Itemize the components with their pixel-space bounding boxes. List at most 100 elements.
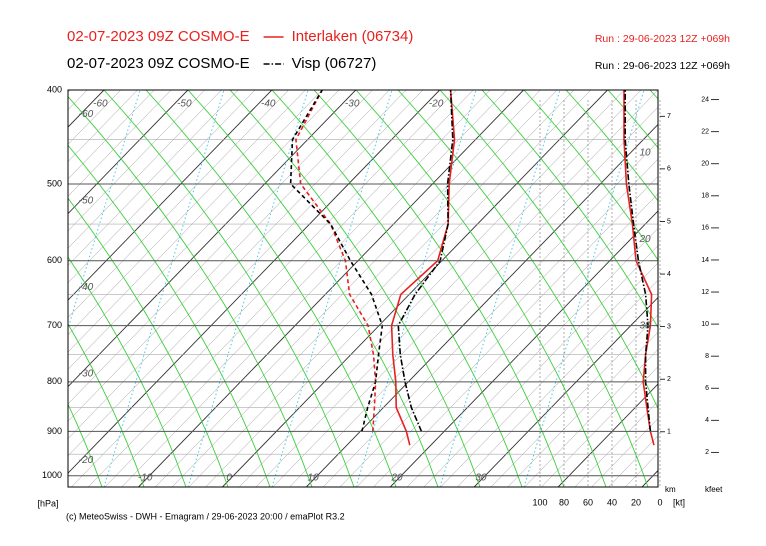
isotherm-label: -20 — [79, 455, 94, 466]
moist-adiabat — [103, 90, 355, 487]
y-axis-label: [hPa] — [37, 498, 58, 508]
isotherm — [272, 90, 658, 487]
km-tick-label: 6 — [667, 166, 671, 173]
moist-adiabat — [271, 90, 523, 487]
isotherm — [138, 90, 524, 487]
km-tick-label: 1 — [667, 429, 671, 436]
isotherm — [440, 262, 658, 487]
kfeet-tick-label: 24 — [701, 96, 709, 103]
y-tick-label: 800 — [47, 376, 62, 386]
isotherm-label: 20 — [390, 473, 403, 484]
dewpoint-line — [295, 90, 377, 432]
isotherm — [171, 90, 558, 487]
isotherm — [68, 90, 440, 474]
isotherm — [68, 90, 340, 370]
wind-tick-label: 100 — [532, 497, 547, 507]
isotherm — [155, 90, 541, 487]
kfeet-tick-label: 18 — [701, 193, 709, 200]
isotherm — [68, 90, 323, 353]
background-lines — [68, 90, 658, 487]
isotherm — [406, 227, 658, 487]
isotherm — [68, 90, 424, 457]
kfeet-tick-label: 14 — [701, 257, 709, 264]
y-tick-label: 700 — [47, 320, 62, 330]
kfeet-tick-label: 6 — [705, 385, 709, 392]
legend-label: Visp (06727) — [292, 55, 377, 72]
isotherm — [507, 331, 658, 487]
isotherm-label: -60 — [79, 109, 94, 120]
kfeet-axis-label: kfeet — [705, 485, 723, 494]
isotherm — [541, 366, 658, 487]
mixing-ratio — [439, 90, 561, 487]
isotherm — [339, 158, 658, 487]
kfeet-tick-label: 16 — [701, 225, 709, 232]
moist-adiabat — [68, 256, 187, 487]
kfeet-tick-label: 10 — [701, 321, 709, 328]
moist-adiabat — [481, 90, 658, 329]
y-tick-label: 900 — [47, 426, 62, 436]
isotherm-label: 10 — [308, 473, 320, 484]
dewpoint-line — [289, 90, 384, 432]
kfeet-tick-label: 12 — [701, 289, 709, 296]
isotherm — [473, 296, 658, 487]
km-axis-label: km — [665, 485, 676, 494]
temperature-line — [390, 90, 456, 446]
isotherm — [524, 349, 658, 487]
kfeet-tick-label: 4 — [705, 417, 709, 424]
isotherm — [423, 245, 658, 487]
km-tick-label: 5 — [667, 218, 671, 225]
moist-adiabat — [187, 90, 439, 487]
moist-adiabat — [439, 90, 658, 410]
plot-frame — [67, 89, 659, 488]
legend-model: 02-07-2023 09Z COSMO-E — [67, 28, 250, 45]
mixing-ratio — [103, 90, 225, 487]
isotherm-label: 20 — [638, 234, 651, 245]
isotherm — [356, 176, 658, 487]
isotherm — [68, 90, 172, 197]
isotherm-label: -40 — [79, 282, 94, 293]
isotherm — [68, 90, 239, 266]
isotherm-label: 0 — [226, 473, 232, 484]
moist-adiabat — [313, 90, 565, 487]
wind-axis-label: [kt] — [673, 497, 685, 507]
isotherm — [68, 90, 407, 439]
moist-adiabat — [397, 90, 649, 487]
km-tick-label: 7 — [667, 113, 671, 120]
isotherm — [68, 90, 138, 163]
wind-tick-label: 40 — [607, 497, 617, 507]
run-info: Run : 29-06-2023 12Z +069h — [595, 60, 730, 72]
wind-tick-label: 20 — [631, 497, 641, 507]
isotherm — [188, 90, 575, 487]
isotherm-label: -30 — [79, 369, 94, 380]
moist-adiabat — [145, 90, 397, 487]
isotherm — [68, 90, 373, 405]
wind-tick-label: 0 — [657, 497, 662, 507]
moist-adiabat — [565, 90, 658, 202]
footer: (c) MeteoSwiss - DWH - Emagram / 29-06-2… — [66, 511, 345, 521]
moist-adiabat — [523, 90, 658, 261]
isotherm-label: -20 — [429, 99, 444, 110]
isotherm-label: 30 — [475, 473, 487, 484]
km-tick-label: 2 — [667, 376, 671, 383]
isotherm — [239, 90, 625, 487]
isotherm — [68, 90, 306, 336]
moist-adiabat — [68, 96, 313, 487]
moist-adiabat — [68, 144, 271, 487]
moist-adiabat — [607, 90, 658, 149]
isotherm-label: -10 — [138, 473, 153, 484]
isotherm-label: 10 — [639, 148, 651, 159]
isotherm — [255, 90, 642, 487]
moist-adiabat — [68, 197, 229, 487]
isotherm — [289, 106, 658, 487]
mixing-ratio — [187, 90, 309, 487]
moist-adiabat — [229, 90, 481, 487]
isotherm — [121, 90, 507, 487]
isotherm-label: -30 — [345, 99, 360, 110]
mixing-ratio — [355, 90, 477, 487]
wind-tick-label: 80 — [559, 497, 569, 507]
kfeet-tick-label: 8 — [705, 353, 709, 360]
isotherm-label: -40 — [261, 99, 276, 110]
isotherm-label: -60 — [93, 99, 108, 110]
